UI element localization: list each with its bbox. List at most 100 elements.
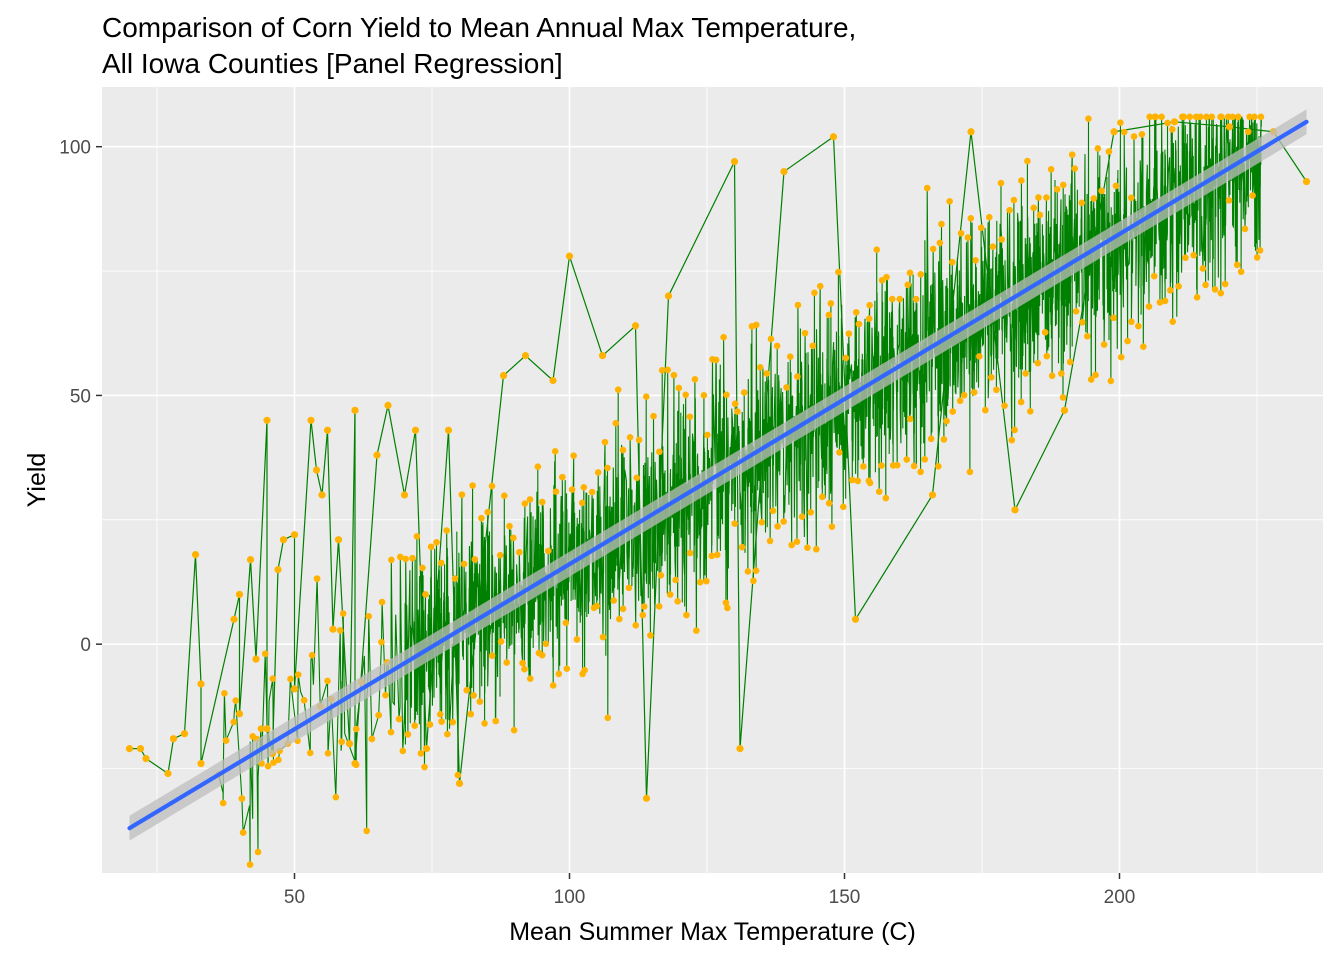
data-point — [323, 426, 332, 434]
data-point — [610, 597, 618, 604]
data-point — [1059, 181, 1067, 189]
data-point — [845, 330, 853, 337]
data-point — [1158, 113, 1165, 121]
data-point — [290, 685, 299, 693]
data-point — [1010, 196, 1018, 204]
data-point — [568, 486, 576, 493]
data-point — [551, 447, 559, 455]
data-point — [1166, 287, 1174, 294]
data-point — [1128, 318, 1135, 326]
data-point — [1152, 113, 1159, 121]
data-point — [780, 518, 787, 525]
data-point — [230, 615, 238, 623]
data-point — [387, 728, 395, 736]
data-point — [1092, 371, 1099, 379]
data-point — [526, 496, 534, 503]
data-point — [783, 384, 790, 391]
data-point — [1083, 332, 1091, 340]
data-point — [339, 610, 347, 617]
data-point — [875, 488, 883, 495]
data-path — [129, 121, 1307, 799]
data-point — [269, 675, 277, 682]
data-point — [769, 507, 777, 515]
data-point — [488, 652, 496, 659]
data-point — [197, 680, 205, 688]
data-point — [666, 591, 674, 598]
data-point — [972, 257, 979, 264]
data-point — [279, 536, 288, 544]
data-point — [1030, 204, 1038, 212]
data-point — [604, 714, 612, 722]
data-point — [700, 392, 708, 399]
data-point — [239, 829, 247, 836]
data-point — [976, 353, 983, 360]
data-point — [588, 488, 596, 496]
data-point — [312, 466, 321, 474]
data-point — [989, 243, 997, 250]
data-point — [454, 771, 462, 779]
data-point — [235, 710, 244, 718]
data-point — [854, 477, 862, 485]
data-point — [703, 577, 710, 585]
data-point — [436, 711, 444, 718]
data-point — [724, 604, 731, 612]
data-point — [488, 482, 496, 490]
data-point — [1241, 225, 1249, 233]
data-point — [1043, 194, 1050, 201]
data-path-segment — [249, 559, 257, 660]
data-point — [647, 632, 654, 639]
data-point — [883, 273, 890, 281]
data-point — [657, 572, 665, 579]
data-path-segment — [645, 295, 670, 799]
data-point — [164, 769, 172, 778]
data-path-segment — [425, 430, 450, 749]
data-point — [1124, 337, 1131, 345]
data-point — [1034, 359, 1042, 367]
data-path-segment — [315, 469, 323, 496]
data-point — [987, 374, 995, 381]
data-point — [1026, 408, 1034, 415]
data-point — [788, 541, 795, 549]
data-point — [411, 722, 419, 729]
data-path-segment — [552, 256, 571, 381]
data-point — [851, 615, 860, 623]
data-point — [417, 750, 425, 757]
data-point — [1150, 272, 1158, 280]
data-point — [534, 463, 542, 471]
data-point — [257, 725, 265, 732]
data-point — [966, 468, 974, 476]
data-path-segment — [1229, 126, 1274, 133]
data-point — [1225, 197, 1233, 204]
data-point — [982, 406, 989, 414]
data-point — [720, 333, 727, 341]
data-path-segment — [458, 375, 505, 784]
data-point — [1221, 280, 1229, 288]
data-point — [878, 462, 885, 469]
data-point — [693, 627, 700, 634]
data-point — [632, 622, 640, 629]
data-point — [1112, 182, 1120, 190]
data-point — [619, 605, 627, 613]
data-point — [985, 213, 993, 221]
x-tick-label: 100 — [554, 887, 586, 908]
data-point — [1117, 119, 1124, 126]
data-point — [287, 675, 294, 683]
data-point — [730, 158, 739, 166]
data-point — [923, 184, 931, 192]
data-point — [338, 738, 346, 746]
data-point — [1078, 199, 1086, 207]
x-tick-label: 50 — [284, 887, 305, 908]
data-point — [639, 611, 647, 619]
data-point — [300, 697, 308, 704]
data-point — [1058, 370, 1065, 377]
data-point — [626, 434, 634, 441]
data-point — [633, 474, 640, 482]
data-path-segment — [145, 758, 169, 775]
data-point — [1217, 289, 1225, 297]
data-point — [873, 246, 881, 253]
data-point — [438, 718, 445, 725]
data-point — [1190, 251, 1197, 259]
data-point — [1256, 247, 1264, 254]
data-point — [682, 391, 689, 399]
data-point — [324, 750, 332, 757]
